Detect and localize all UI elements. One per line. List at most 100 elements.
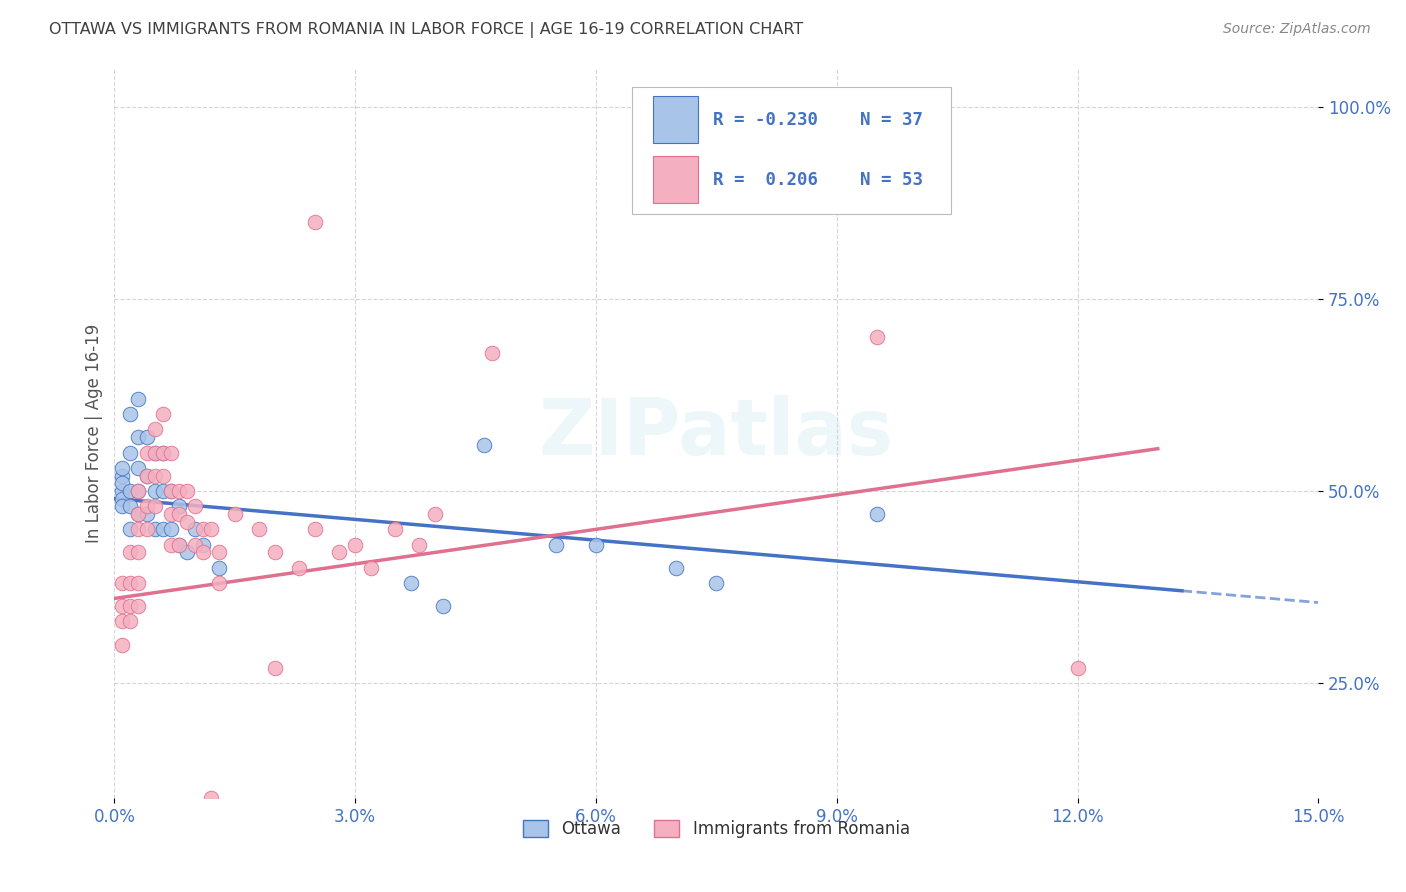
Point — [111, 599, 134, 614]
FancyBboxPatch shape — [652, 156, 699, 203]
Point — [127, 461, 149, 475]
Point — [143, 445, 166, 459]
Point — [111, 615, 134, 629]
Text: ZIPatlas: ZIPatlas — [538, 395, 894, 471]
Point — [1066, 660, 1088, 674]
Point — [176, 545, 198, 559]
Point — [135, 468, 157, 483]
Point — [247, 522, 270, 536]
Point — [183, 522, 205, 536]
Point — [127, 507, 149, 521]
Point — [120, 522, 142, 536]
Point — [152, 522, 174, 536]
FancyBboxPatch shape — [633, 87, 950, 214]
Point — [120, 483, 142, 498]
Point — [176, 515, 198, 529]
Point — [704, 576, 727, 591]
Point — [120, 615, 142, 629]
Point — [481, 345, 503, 359]
Point — [288, 560, 311, 574]
Point — [143, 468, 166, 483]
Point — [304, 215, 326, 229]
Y-axis label: In Labor Force | Age 16-19: In Labor Force | Age 16-19 — [86, 324, 103, 543]
Point — [111, 483, 134, 498]
Point — [167, 538, 190, 552]
Point — [264, 660, 287, 674]
Point — [135, 430, 157, 444]
Point — [159, 483, 181, 498]
Point — [111, 576, 134, 591]
Point — [127, 599, 149, 614]
Point — [200, 791, 222, 805]
Legend: Ottawa, Immigrants from Romania: Ottawa, Immigrants from Romania — [516, 813, 917, 845]
Point — [159, 445, 181, 459]
Point — [152, 445, 174, 459]
Point — [143, 445, 166, 459]
Point — [111, 468, 134, 483]
Point — [665, 560, 688, 574]
Point — [135, 468, 157, 483]
Point — [127, 392, 149, 406]
Point — [344, 538, 367, 552]
Point — [360, 560, 382, 574]
Point — [159, 522, 181, 536]
Point — [224, 507, 246, 521]
Point — [152, 445, 174, 459]
FancyBboxPatch shape — [652, 95, 699, 144]
Point — [143, 422, 166, 436]
Text: OTTAWA VS IMMIGRANTS FROM ROMANIA IN LABOR FORCE | AGE 16-19 CORRELATION CHART: OTTAWA VS IMMIGRANTS FROM ROMANIA IN LAB… — [49, 22, 803, 38]
Text: Source: ZipAtlas.com: Source: ZipAtlas.com — [1223, 22, 1371, 37]
Point — [120, 500, 142, 514]
Point — [866, 330, 889, 344]
Point — [152, 407, 174, 421]
Point — [135, 500, 157, 514]
Point — [135, 522, 157, 536]
Point — [127, 483, 149, 498]
Text: R = -0.230    N = 37: R = -0.230 N = 37 — [713, 111, 922, 128]
Point — [408, 538, 430, 552]
Point — [120, 407, 142, 421]
Point — [401, 576, 423, 591]
Point — [127, 507, 149, 521]
Point — [111, 476, 134, 491]
Point — [183, 500, 205, 514]
Point — [127, 576, 149, 591]
Point — [585, 538, 607, 552]
Point — [544, 538, 567, 552]
Point — [167, 538, 190, 552]
Point — [167, 483, 190, 498]
Point — [191, 522, 214, 536]
Point — [159, 483, 181, 498]
Point — [208, 545, 231, 559]
Point — [127, 522, 149, 536]
Point — [120, 576, 142, 591]
Point — [167, 507, 190, 521]
Point — [143, 522, 166, 536]
Point — [159, 538, 181, 552]
Point — [472, 438, 495, 452]
Point — [111, 491, 134, 506]
Point — [176, 483, 198, 498]
Point — [127, 430, 149, 444]
Point — [264, 545, 287, 559]
Point — [127, 483, 149, 498]
Text: R =  0.206    N = 53: R = 0.206 N = 53 — [713, 170, 922, 189]
Point — [167, 500, 190, 514]
Point — [120, 599, 142, 614]
Point — [111, 500, 134, 514]
Point — [425, 507, 447, 521]
Point — [135, 445, 157, 459]
Point — [208, 560, 231, 574]
Point — [120, 545, 142, 559]
Point — [191, 545, 214, 559]
Point — [152, 483, 174, 498]
Point — [111, 461, 134, 475]
Point — [432, 599, 454, 614]
Point — [183, 538, 205, 552]
Point — [208, 576, 231, 591]
Point — [152, 468, 174, 483]
Point — [120, 445, 142, 459]
Point — [200, 522, 222, 536]
Point — [111, 638, 134, 652]
Point — [159, 507, 181, 521]
